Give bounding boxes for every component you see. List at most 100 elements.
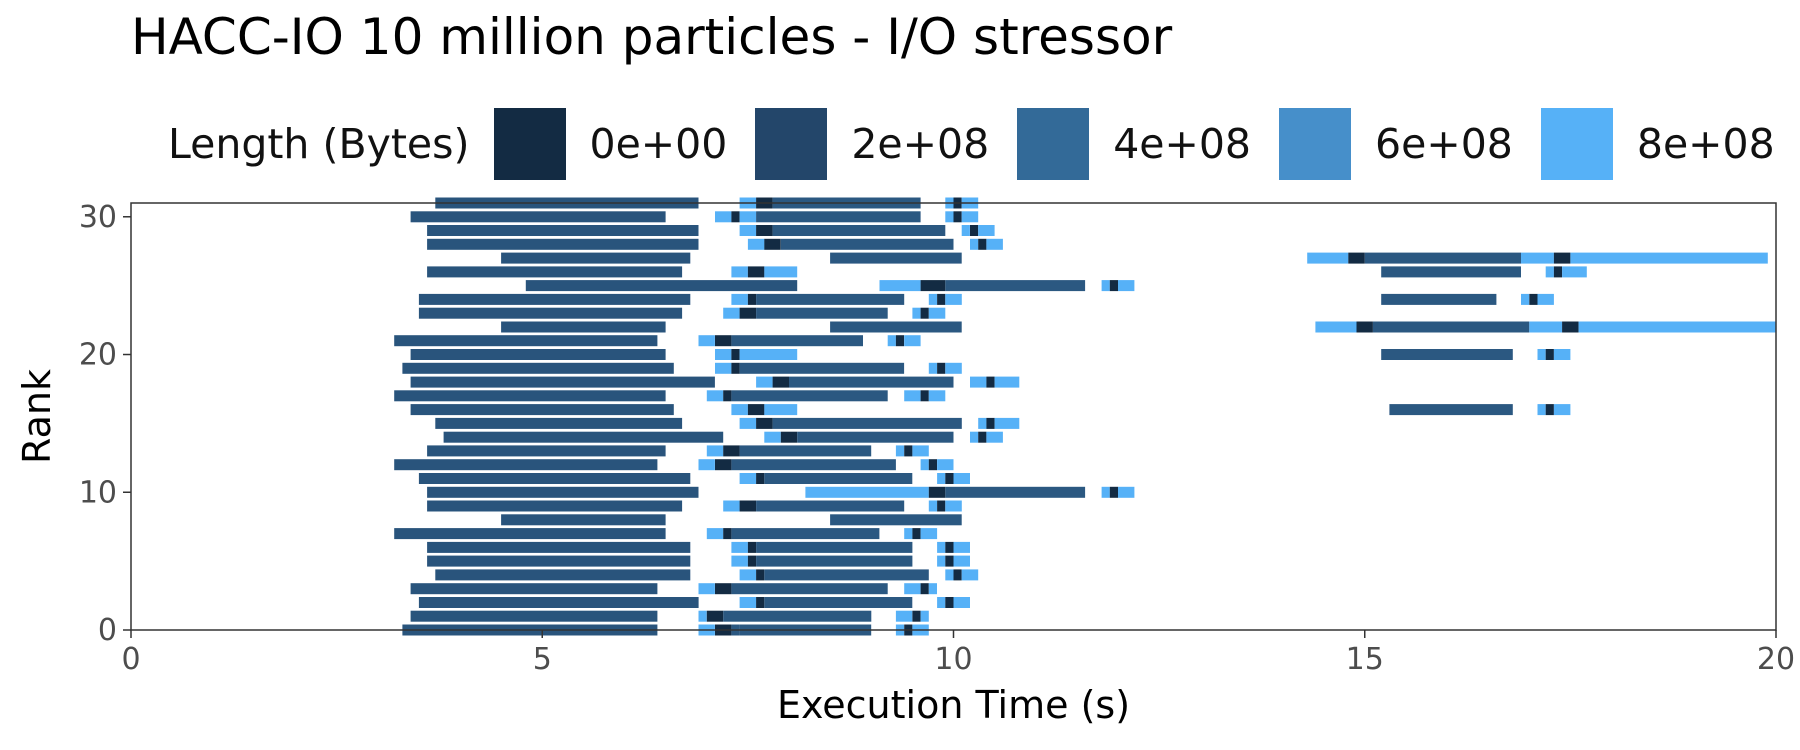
legend-swatch	[1279, 108, 1352, 180]
io-bar	[1537, 349, 1546, 360]
io-bar	[928, 293, 937, 305]
io-bar	[410, 404, 674, 416]
io-bar	[945, 541, 954, 553]
io-bar	[970, 376, 987, 388]
io-bar	[830, 321, 962, 333]
io-bar	[715, 459, 732, 471]
legend-swatch	[493, 108, 566, 180]
io-bar	[970, 225, 979, 236]
io-bar	[945, 555, 954, 567]
io-bar	[920, 307, 929, 319]
io-bar	[879, 280, 921, 292]
io-bar	[731, 390, 888, 402]
io-bar	[739, 569, 757, 581]
io-bar	[904, 445, 913, 457]
io-bar	[410, 349, 666, 360]
io-bar	[1101, 280, 1110, 292]
io-bar	[731, 459, 896, 471]
io-bar	[739, 597, 757, 608]
io-bar	[435, 417, 683, 429]
io-bar	[427, 500, 683, 512]
legend-label: 8e+08	[1636, 120, 1775, 168]
io-bar	[764, 431, 781, 443]
io-bar	[920, 280, 946, 292]
x-tick-label: 15	[1346, 642, 1384, 677]
io-bar	[731, 293, 748, 305]
io-bar	[895, 335, 905, 347]
io-bar	[756, 376, 773, 388]
io-bar	[723, 307, 740, 319]
io-bar	[756, 417, 773, 429]
io-bar	[764, 473, 913, 484]
io-bar	[739, 473, 757, 484]
x-tick-label: 10	[934, 642, 972, 677]
io-bar	[402, 362, 674, 374]
io-bar	[731, 266, 748, 278]
io-bar	[723, 610, 872, 622]
io-bar	[986, 431, 1003, 443]
io-bar	[904, 390, 921, 402]
io-bar	[756, 569, 765, 581]
io-bar	[1381, 293, 1497, 305]
io-bar	[723, 445, 740, 457]
io-bar	[1315, 321, 1357, 333]
io-bar	[937, 500, 946, 512]
legend-swatch	[755, 108, 828, 180]
io-bar	[772, 376, 789, 388]
io-bar	[1553, 252, 1571, 264]
io-bar	[410, 610, 658, 622]
io-bar	[789, 376, 954, 388]
y-tick-label: 0	[98, 613, 117, 648]
io-bar	[953, 597, 970, 608]
legend-label: 6e+08	[1375, 120, 1513, 168]
legend-swatch	[1017, 108, 1090, 180]
io-bar	[1562, 266, 1587, 278]
io-bar	[928, 486, 946, 498]
io-bar	[747, 293, 757, 305]
io-bar	[410, 211, 666, 223]
io-bar	[731, 349, 740, 360]
io-bar	[928, 583, 937, 595]
io-bar	[739, 500, 757, 512]
io-bar	[1521, 252, 1554, 264]
io-bar	[731, 362, 740, 374]
io-bar	[706, 610, 724, 622]
io-bar	[418, 293, 691, 305]
io-bar	[912, 528, 921, 540]
io-bar	[723, 500, 740, 512]
io-bar	[723, 390, 732, 402]
io-bar	[1537, 293, 1554, 305]
io-bar	[731, 404, 748, 416]
io-bar	[756, 541, 913, 553]
io-bar	[945, 362, 962, 374]
io-bar	[1389, 404, 1513, 416]
legend-item: 8e+08	[1540, 108, 1775, 180]
io-bar	[920, 583, 929, 595]
io-bar	[805, 486, 929, 498]
io-bar	[912, 610, 921, 622]
io-bar	[1562, 321, 1579, 333]
io-bar	[418, 473, 691, 484]
chart-title: HACC-IO 10 million particles - I/O stres…	[131, 8, 1173, 66]
io-bar	[756, 500, 905, 512]
io-bar	[780, 238, 954, 250]
x-tick-label: 0	[121, 642, 140, 677]
io-bar	[986, 238, 1003, 250]
io-bar	[970, 431, 979, 443]
legend-swatch	[1540, 108, 1613, 180]
io-bar	[1545, 404, 1554, 416]
io-bar	[764, 569, 929, 581]
io-bar	[731, 555, 748, 567]
io-bar	[978, 238, 987, 250]
io-bar	[1101, 486, 1110, 498]
io-bar	[715, 349, 732, 360]
io-bar	[961, 569, 979, 581]
io-bar	[1356, 321, 1373, 333]
io-bar	[953, 569, 962, 581]
io-bar	[739, 445, 872, 457]
io-bar	[953, 473, 970, 484]
io-bar	[764, 238, 781, 250]
io-bar	[928, 307, 946, 319]
io-bar	[731, 211, 740, 223]
io-bar	[764, 404, 798, 416]
